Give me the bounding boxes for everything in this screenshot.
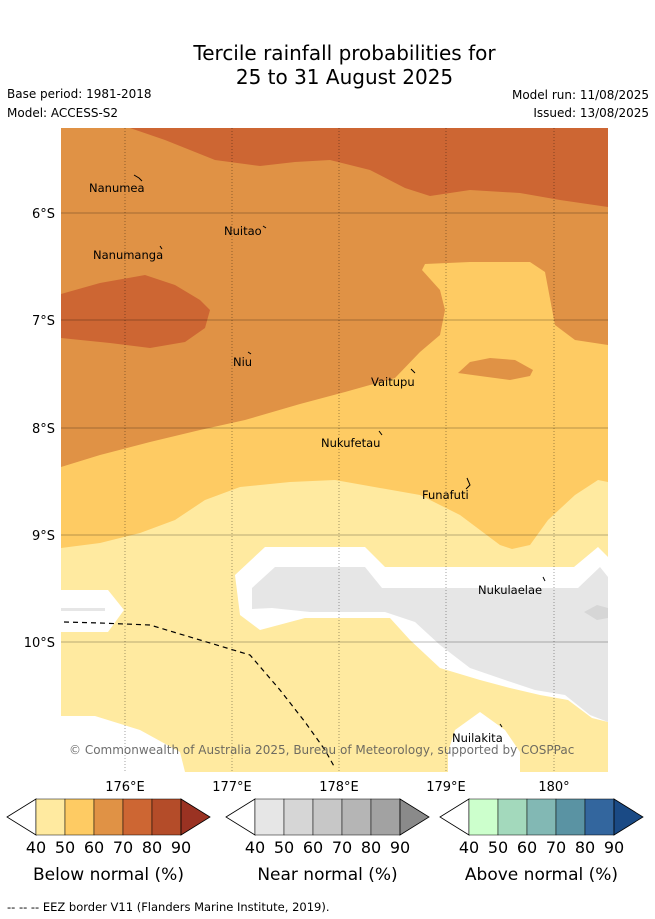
legend-tick-label: 40 xyxy=(459,838,479,857)
legend-tick-label: 80 xyxy=(361,838,381,857)
island-markers xyxy=(133,174,546,728)
legend-tick-label: 90 xyxy=(171,838,191,857)
model-name: Model: ACCESS-S2 xyxy=(7,106,119,120)
lat-tick-label: 10°S xyxy=(24,636,55,651)
legend-extend-low xyxy=(225,798,256,836)
island-label-niu: Niu xyxy=(233,355,252,369)
lat-tick-label: 8°S xyxy=(32,422,55,437)
island-label-nuilakita: Nuilakita xyxy=(452,731,503,745)
legend-extend-high xyxy=(399,798,430,836)
legend-swatch xyxy=(312,798,343,836)
legend-tick-label: 50 xyxy=(274,838,294,857)
lon-tick-label: 177°E xyxy=(212,780,252,795)
legend-tick-label: 80 xyxy=(575,838,595,857)
region-white-south xyxy=(61,716,185,772)
legend-swatch xyxy=(526,798,557,836)
legend-tick-label: 90 xyxy=(390,838,410,857)
region-below-40 xyxy=(61,480,608,772)
island-label-nanumanga: Nanumanga xyxy=(93,248,163,262)
legend-tick-label: 50 xyxy=(488,838,508,857)
legend-swatch xyxy=(122,798,153,836)
legend-title: Near normal (%) xyxy=(257,865,397,885)
legend-swatch xyxy=(555,798,586,836)
lat-tick-label: 7°S xyxy=(32,314,55,329)
legend-tick-label: 70 xyxy=(546,838,566,857)
legend-tick-label: 60 xyxy=(303,838,323,857)
island-label-nukulaelae: Nukulaelae xyxy=(478,583,542,597)
island-label-nukufetau: Nukufetau xyxy=(321,436,380,450)
model-run: Model run: 11/08/2025 xyxy=(511,88,649,102)
legend-below-normal: 40 50 60 70 80 90 Below normal (%) xyxy=(6,798,211,885)
base-period: Base period: 1981-2018 xyxy=(7,87,152,101)
copyright-notice: © Commonwealth of Australia 2025, Bureau… xyxy=(69,743,574,757)
island-label-nuitao: Nuitao xyxy=(224,224,262,238)
legend-extend-high xyxy=(180,798,211,836)
legend-above-normal: 40 50 60 70 80 90 Above normal (%) xyxy=(439,798,644,885)
region-below-60-patch xyxy=(458,358,533,380)
legend-swatch xyxy=(283,798,314,836)
legend-swatch xyxy=(151,798,182,836)
legend-tick-label: 70 xyxy=(113,838,133,857)
lat-tick-label: 9°S xyxy=(32,529,55,544)
region-below-70-west xyxy=(61,275,210,348)
lon-tick-label: 180° xyxy=(538,780,569,795)
island-label-vaitupu: Vaitupu xyxy=(371,375,415,389)
legend-tick-label: 70 xyxy=(332,838,352,857)
legend-extend-low xyxy=(6,798,37,836)
legend-tick-label: 50 xyxy=(55,838,75,857)
lat-tick-label: 6°S xyxy=(32,207,55,222)
legend-swatch xyxy=(64,798,95,836)
lon-tick-label: 178°E xyxy=(319,780,359,795)
legend-tick-label: 60 xyxy=(84,838,104,857)
region-near-50-patch xyxy=(584,605,608,620)
legend-near-normal: 40 50 60 70 80 90 Near normal (%) xyxy=(225,798,430,885)
legend-swatch xyxy=(584,798,615,836)
lon-gridlines xyxy=(124,128,555,772)
legend-tick-label: 80 xyxy=(142,838,162,857)
region-below-70-north xyxy=(61,128,608,207)
legend-swatch xyxy=(370,798,401,836)
island-label-funafuti: Funafuti xyxy=(422,488,469,502)
region-near-40-sliver xyxy=(61,608,105,611)
legend-tick-label: 60 xyxy=(517,838,537,857)
chart-title-line2: 25 to 31 August 2025 xyxy=(235,65,454,89)
map-regions xyxy=(61,128,608,772)
region-white-southeast xyxy=(448,712,520,772)
legend-title: Below normal (%) xyxy=(33,865,184,885)
legend-swatch xyxy=(254,798,285,836)
chart-title-line1: Tercile rainfall probabilities for xyxy=(193,41,496,65)
legend-tick-label: 90 xyxy=(604,838,624,857)
legend-swatch xyxy=(35,798,66,836)
legend-swatch xyxy=(468,798,499,836)
legend-tick-label: 40 xyxy=(26,838,46,857)
lon-tick-label: 179°E xyxy=(426,780,466,795)
legend-title: Above normal (%) xyxy=(465,865,618,885)
issued-date: Issued: 13/08/2025 xyxy=(533,106,649,120)
eez-border-line xyxy=(63,621,336,769)
lat-gridlines xyxy=(61,212,608,643)
legend-extend-low xyxy=(439,798,470,836)
region-near-40 xyxy=(252,567,608,722)
lon-tick-label: 176°E xyxy=(105,780,145,795)
legend-swatch xyxy=(341,798,372,836)
legend-tick-label: 40 xyxy=(245,838,265,857)
legend-swatch xyxy=(93,798,124,836)
island-label-nanumea: Nanumea xyxy=(89,181,145,195)
legend-extend-high xyxy=(613,798,644,836)
legend-swatch xyxy=(497,798,528,836)
eez-footnote: -- -- -- EEZ border V11 (Flanders Marine… xyxy=(7,900,329,914)
